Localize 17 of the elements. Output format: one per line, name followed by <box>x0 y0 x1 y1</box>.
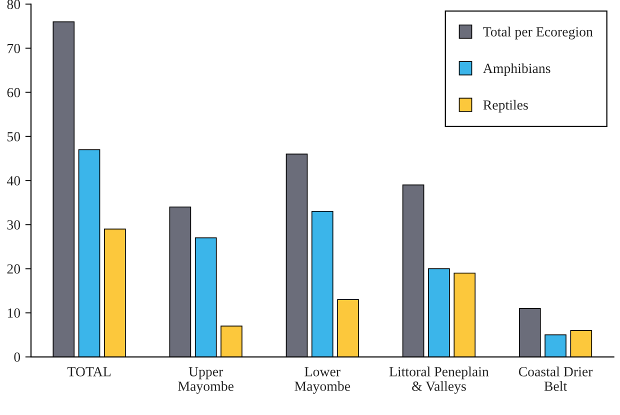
y-tick-label: 20 <box>7 264 20 274</box>
x-tick-label: TOTAL <box>67 367 111 376</box>
x-tick-label: Lower Mayombe <box>294 367 350 394</box>
y-tick-label: 50 <box>8 132 20 142</box>
y-tick-label: 10 <box>8 308 20 318</box>
x-tick-label: Upper Mayombe <box>178 367 234 394</box>
y-tick-label: 40 <box>6 176 20 186</box>
y-tick-label: 60 <box>7 88 20 98</box>
legend-label: Reptiles <box>483 100 528 113</box>
legend-label: Total per Ecoregion <box>483 26 593 40</box>
y-tick-label: 70 <box>8 44 20 54</box>
x-tick-label: Littoral Peneplain & Valleys <box>389 366 489 394</box>
legend-label: Amphibians <box>483 63 550 76</box>
y-tick-label: 0 <box>14 352 20 362</box>
y-tick-label: 30 <box>7 220 20 230</box>
y-tick-label: 80 <box>7 0 20 10</box>
x-tick-label: Coastal Drier Belt <box>518 366 593 391</box>
